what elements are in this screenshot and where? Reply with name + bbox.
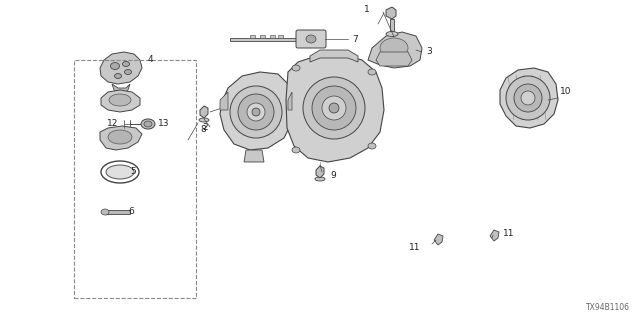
Ellipse shape (109, 94, 131, 106)
Ellipse shape (238, 94, 274, 130)
Polygon shape (286, 54, 384, 162)
Text: 10: 10 (560, 87, 572, 97)
Ellipse shape (380, 38, 408, 58)
Text: 3: 3 (426, 47, 432, 57)
Text: 2: 2 (202, 123, 208, 132)
Text: 1: 1 (364, 4, 370, 13)
Polygon shape (100, 126, 142, 150)
Text: 8: 8 (200, 125, 205, 134)
Text: 6: 6 (128, 207, 134, 217)
Polygon shape (376, 52, 412, 66)
Polygon shape (250, 35, 255, 38)
Ellipse shape (144, 121, 152, 127)
Polygon shape (386, 7, 396, 19)
Ellipse shape (368, 143, 376, 149)
Ellipse shape (106, 165, 134, 179)
Ellipse shape (111, 62, 120, 69)
FancyBboxPatch shape (296, 30, 326, 48)
Ellipse shape (322, 96, 346, 120)
Polygon shape (105, 210, 130, 214)
Ellipse shape (199, 118, 209, 122)
Polygon shape (310, 50, 358, 62)
Polygon shape (316, 166, 324, 178)
Polygon shape (100, 52, 142, 84)
Ellipse shape (315, 177, 325, 181)
Polygon shape (490, 230, 499, 241)
Ellipse shape (115, 74, 122, 78)
Text: 4: 4 (148, 55, 154, 65)
Ellipse shape (292, 65, 300, 71)
Ellipse shape (252, 108, 260, 116)
Text: 13: 13 (158, 119, 170, 129)
Polygon shape (278, 35, 283, 38)
Ellipse shape (521, 91, 535, 105)
Ellipse shape (506, 76, 550, 120)
Text: 9: 9 (330, 171, 336, 180)
Polygon shape (101, 90, 140, 112)
Polygon shape (200, 106, 208, 118)
Ellipse shape (292, 147, 300, 153)
Ellipse shape (108, 130, 132, 144)
Polygon shape (500, 68, 558, 128)
Ellipse shape (101, 209, 109, 215)
Ellipse shape (247, 103, 265, 121)
Polygon shape (220, 72, 292, 150)
Polygon shape (220, 92, 228, 110)
Ellipse shape (141, 119, 155, 129)
Text: TX94B1106: TX94B1106 (586, 303, 630, 312)
Ellipse shape (386, 31, 398, 36)
Text: 12: 12 (107, 119, 118, 129)
Ellipse shape (368, 69, 376, 75)
Ellipse shape (122, 61, 129, 67)
Polygon shape (270, 35, 275, 38)
Polygon shape (434, 234, 443, 245)
Ellipse shape (303, 77, 365, 139)
Polygon shape (230, 38, 298, 41)
Ellipse shape (125, 69, 131, 75)
Ellipse shape (329, 103, 339, 113)
Text: 11: 11 (503, 228, 515, 237)
Polygon shape (368, 32, 422, 68)
Polygon shape (112, 84, 130, 94)
Ellipse shape (230, 86, 282, 138)
Ellipse shape (514, 84, 542, 112)
Text: 11: 11 (408, 243, 420, 252)
Ellipse shape (312, 86, 356, 130)
Polygon shape (390, 19, 394, 31)
Text: 5: 5 (130, 167, 136, 177)
Text: 7: 7 (352, 35, 358, 44)
Polygon shape (260, 35, 265, 38)
Polygon shape (288, 92, 292, 110)
Polygon shape (244, 150, 264, 162)
Ellipse shape (306, 35, 316, 43)
